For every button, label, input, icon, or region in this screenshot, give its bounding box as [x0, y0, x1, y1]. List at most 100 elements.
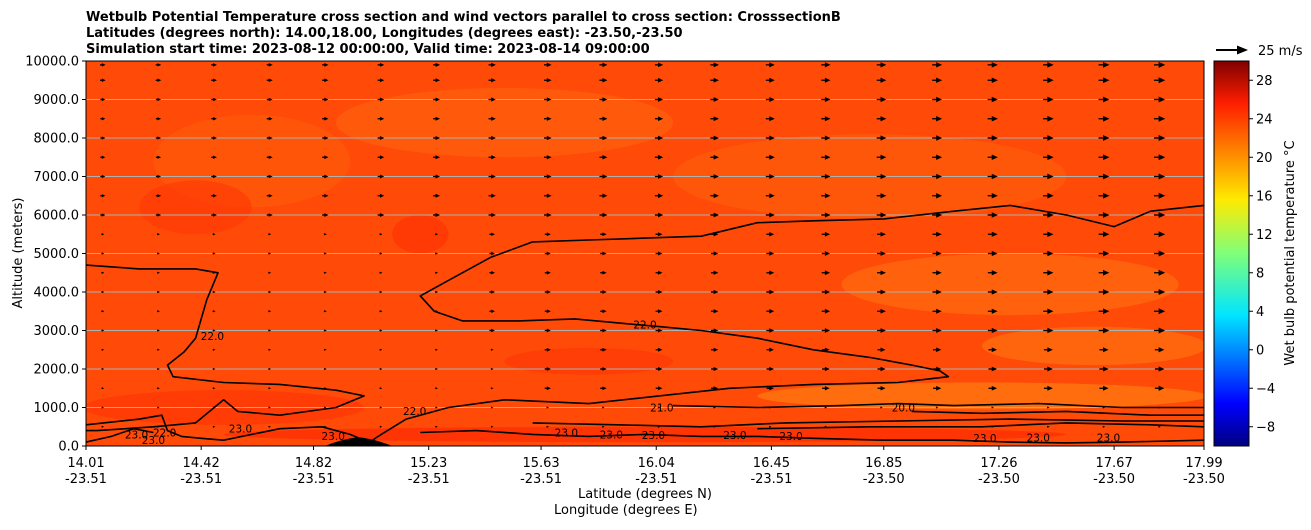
wind-vector-head — [101, 97, 106, 102]
wind-vector-head — [658, 425, 661, 428]
shading-patch — [504, 347, 674, 375]
contour-line — [86, 264, 365, 432]
contour-line — [419, 204, 1204, 332]
wind-vector-head — [268, 367, 272, 371]
wind-vector-head — [213, 290, 216, 294]
wind-vector-head — [324, 174, 329, 179]
wind-vector-head — [268, 406, 271, 409]
wind-vector-head — [435, 252, 439, 255]
contour-label: 21.0 — [650, 402, 673, 414]
wind-vector-head — [379, 348, 383, 351]
wind-vector-head — [880, 77, 887, 83]
wind-vector-head — [546, 174, 552, 179]
wind-vector-head — [324, 425, 327, 428]
wind-vector-head — [379, 425, 383, 428]
colorbar-tick-label: 0 — [1256, 343, 1264, 358]
wind-vector-head — [602, 270, 607, 275]
wind-vector-head — [936, 289, 942, 295]
wind-vector-head — [880, 425, 883, 428]
wind-vector-head — [991, 62, 998, 68]
wind-vector-head — [1047, 425, 1050, 428]
wind-vector-head — [1047, 77, 1054, 84]
wind-vector-head — [602, 193, 608, 198]
wind-vector-head — [101, 348, 105, 351]
wind-vector-head — [936, 366, 942, 372]
wind-vector-head — [213, 174, 217, 179]
wind-vector-head — [379, 252, 383, 255]
wind-vector-head — [991, 231, 998, 237]
y-tick-label: 6000.0 — [34, 209, 80, 224]
x-tick-label-lat: 15.23 — [410, 456, 447, 471]
wind-vector-head — [324, 97, 329, 102]
wind-vector-head — [1047, 231, 1054, 237]
wind-vector-head — [379, 290, 383, 294]
wind-vector-head — [880, 347, 886, 352]
wind-vector-head — [602, 347, 607, 352]
wind-vector-head — [1047, 347, 1053, 353]
wind-vector-head — [824, 251, 831, 256]
x-tick-label-lon: -23.51 — [65, 472, 107, 487]
wind-vector-head — [101, 233, 105, 236]
wind-vector-head — [713, 135, 719, 141]
wind-vector-head — [991, 154, 998, 161]
wind-vector-head — [658, 154, 664, 160]
contour-line — [86, 414, 379, 446]
wind-vector-head — [213, 329, 216, 332]
contour-line — [673, 402, 1204, 409]
wind-vector-head — [824, 77, 831, 83]
wind-vector-head — [546, 78, 552, 83]
wind-vector-head — [1158, 289, 1166, 295]
wind-vector-head — [936, 116, 943, 122]
wind-vector-head — [602, 78, 608, 83]
wind-vector-head — [1158, 425, 1161, 428]
wind-vector-head — [991, 77, 998, 84]
wind-vector-head — [880, 231, 886, 237]
wind-vector-head — [991, 270, 998, 276]
wind-vector-head — [324, 348, 327, 351]
wind-vector-head — [769, 77, 775, 83]
wind-vector-head — [379, 233, 383, 236]
wind-vector-head — [991, 425, 994, 428]
wind-vector-head — [991, 173, 998, 180]
wind-vector-head — [213, 136, 217, 140]
contour-line — [86, 427, 154, 443]
wind-vector-head — [101, 155, 106, 159]
wind-vector-head — [491, 387, 494, 390]
contour-label: 22.0 — [201, 331, 224, 343]
wind-vector-head — [824, 308, 831, 314]
wind-vector-head — [713, 232, 719, 237]
wind-vector-head — [602, 232, 607, 237]
wind-vector-head — [379, 155, 385, 160]
wind-vector-head — [713, 251, 719, 256]
wind-vector-head — [1102, 406, 1106, 409]
wind-vector-head — [991, 366, 998, 372]
wind-vector-head — [101, 78, 106, 82]
wind-vector-head — [546, 425, 550, 428]
wind-vector-head — [324, 310, 327, 313]
y-axis-label: Altitude (meters) — [11, 198, 26, 309]
wind-vector-head — [491, 290, 495, 294]
wind-vector-head — [1047, 308, 1054, 314]
wind-vector-head — [1047, 62, 1054, 68]
wind-vector-head — [769, 232, 775, 237]
wind-vector-head — [1158, 406, 1161, 409]
wind-vector-head — [658, 116, 664, 122]
wind-vector-head — [491, 406, 494, 409]
wind-vector-head — [936, 62, 943, 68]
wind-vector-head — [435, 329, 439, 332]
title-line-1: Wetbulb Potential Temperature cross sect… — [86, 10, 841, 25]
wind-vector-head — [157, 174, 162, 179]
wind-vector-head — [658, 270, 663, 275]
wind-vector-head — [713, 309, 719, 314]
wind-vector-head — [602, 135, 608, 141]
contour-label: 23.0 — [723, 430, 746, 442]
wind-vector-head — [324, 78, 329, 83]
wind-vector-head — [213, 117, 217, 121]
wind-vector-head — [213, 78, 217, 82]
y-tick-label: 7000.0 — [34, 170, 80, 185]
x-tick-label-lat: 14.01 — [67, 456, 104, 471]
wind-vector-head — [658, 193, 664, 199]
wind-vector-head — [379, 406, 383, 409]
wind-vector-head — [991, 135, 998, 141]
wind-vector-head — [491, 271, 495, 275]
